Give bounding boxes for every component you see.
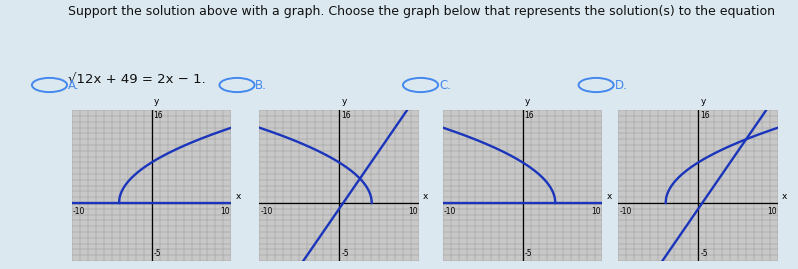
Text: y: y bbox=[154, 97, 160, 106]
Text: 10: 10 bbox=[767, 207, 777, 216]
Text: y: y bbox=[342, 97, 347, 106]
Text: x: x bbox=[423, 192, 429, 201]
Text: 10: 10 bbox=[591, 207, 602, 216]
Text: 16: 16 bbox=[342, 111, 351, 121]
Text: B.: B. bbox=[255, 79, 267, 91]
Text: y: y bbox=[701, 97, 706, 106]
Text: x: x bbox=[782, 192, 788, 201]
Text: √12x + 49 = 2x − 1.: √12x + 49 = 2x − 1. bbox=[68, 73, 206, 86]
Text: C.: C. bbox=[439, 79, 451, 91]
Text: -10: -10 bbox=[619, 207, 632, 216]
Text: -5: -5 bbox=[342, 249, 349, 258]
Text: D.: D. bbox=[614, 79, 627, 91]
Text: Support the solution above with a graph. Choose the graph below that represents : Support the solution above with a graph.… bbox=[68, 5, 775, 18]
Text: 16: 16 bbox=[701, 111, 710, 121]
Text: -10: -10 bbox=[260, 207, 273, 216]
Text: -5: -5 bbox=[153, 249, 161, 258]
Text: -10: -10 bbox=[73, 207, 85, 216]
Text: 16: 16 bbox=[525, 111, 535, 121]
Text: -5: -5 bbox=[525, 249, 532, 258]
Text: x: x bbox=[235, 192, 241, 201]
Text: y: y bbox=[525, 97, 531, 106]
Text: -5: -5 bbox=[701, 249, 708, 258]
Text: 10: 10 bbox=[408, 207, 418, 216]
Text: A.: A. bbox=[68, 79, 79, 91]
Text: 16: 16 bbox=[153, 111, 164, 121]
Text: x: x bbox=[606, 192, 612, 201]
Text: 10: 10 bbox=[220, 207, 230, 216]
Text: -10: -10 bbox=[444, 207, 456, 216]
